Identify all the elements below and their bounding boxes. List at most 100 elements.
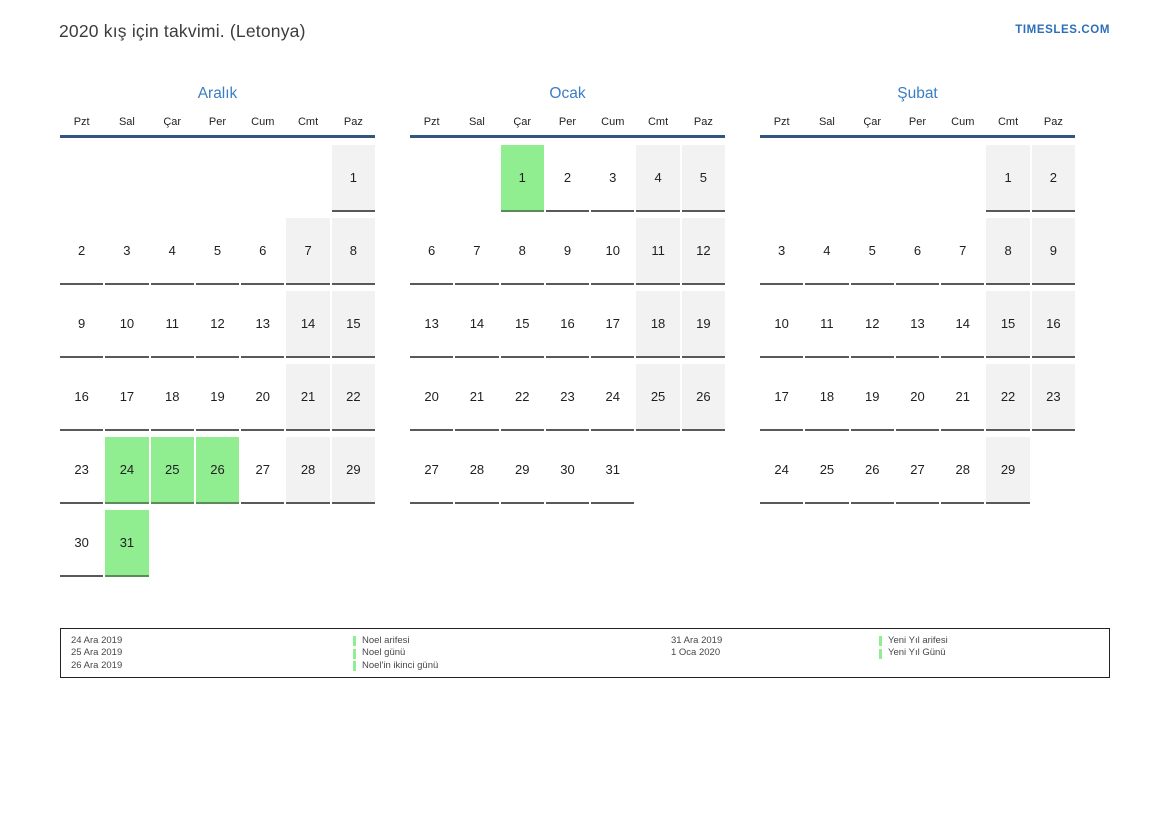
day-cell: 28 [286,437,330,504]
day-cell: 11 [636,218,680,285]
day-cell-empty [941,145,984,210]
day-cell: 24 [105,437,149,504]
day-cell-empty [896,145,939,210]
day-cell-empty [410,145,453,210]
day-cell: 9 [60,291,104,358]
day-cell: 20 [410,364,454,431]
day-cell: 16 [60,364,104,431]
legend-date: 26 Ara 2019 [71,659,123,671]
day-cell: 22 [986,364,1030,431]
day-cell-empty [241,145,284,210]
day-cell: 9 [1031,218,1075,285]
day-cell: 2 [545,145,590,212]
month-calendar-3: Şubat Pzt Sal Çar Per Cum Cmt Paz 1 2 3 4 5 6 7 8 9 10 11 1… [760,86,1075,577]
legend-box: 24 Ara 2019 25 Ara 2019 26 Ara 2019 Noel a… [60,628,1110,678]
legend-entries-group-2: Yeni Yıl arifesi Yeni Yıl Günü [879,635,948,660]
day-cell: 1 [986,145,1030,212]
day-cell: 19 [681,291,725,358]
day-cell: 16 [1031,291,1075,358]
day-cell-empty [760,145,803,210]
day-cell: 10 [760,291,804,358]
day-cell: 29 [331,437,375,504]
day-cell: 17 [105,364,149,431]
day-cell: 12 [850,291,894,358]
legend-date: 25 Ara 2019 [71,647,123,659]
day-cell: 18 [150,364,194,431]
day-cell: 12 [195,291,240,358]
weekday-label: Paz [693,116,713,128]
day-cell: 22 [331,364,375,431]
legend-entry-label: Noel günü [362,647,406,659]
day-cell-empty [151,145,194,210]
day-cell: 20 [895,364,940,431]
weekday-label: Paz [1043,116,1063,128]
legend-entry-label: Yeni Yıl arifesi [888,635,948,646]
day-cell: 23 [60,437,104,504]
day-cell: 5 [681,145,725,212]
day-cell: 17 [760,364,804,431]
day-cell: 22 [500,364,544,431]
day-cell-empty [1032,437,1075,502]
brand-link[interactable]: TIMESLES.COM [1015,24,1110,36]
holiday-marker-icon [353,648,356,659]
day-cell: 13 [410,291,454,358]
day-cell: 10 [591,218,635,285]
day-cell-empty [332,510,375,575]
day-cell: 7 [455,218,499,285]
calendar-grid: Aralık Pzt Sal Çar Per Cum Cmt Paz 1 2 3 4 5 6 7 8 9 10 11… [60,86,1075,577]
day-cell: 7 [286,218,330,285]
day-cell: 4 [150,218,194,285]
legend-date: 31 Ara 2019 [671,635,723,646]
page-title: 2020 kış için takvimi. (Letonya) [59,21,306,41]
day-cell: 1 [331,145,375,212]
weekday-label: Sal [818,116,835,128]
day-cell: 8 [986,218,1030,285]
day-cell: 27 [241,437,285,504]
month-title: Aralık [197,85,238,102]
weekday-label: Cum [251,116,275,128]
day-cell: 14 [941,291,985,358]
day-cell-empty [805,145,848,210]
month-calendar-2: Ocak Pzt Sal Çar Per Cum Cmt Paz 1 2 3 4 5 6 7 8 9 10 11 12… [410,86,725,577]
legend-date: 1 Oca 2020 [671,647,721,659]
weekday-header-row: Pzt Sal Çar Per Cum Cmt Paz [410,116,725,138]
weekday-label: Pzt [423,116,440,128]
legend-entries-group-1: Noel arifesi Noel günü Noel'in ikinci günü [353,635,438,672]
day-cell: 18 [805,364,849,431]
day-cell: 3 [105,218,149,285]
weekday-label: Çar [863,116,882,128]
day-cell: 24 [591,364,635,431]
day-cell: 26 [195,437,240,504]
legend-entry-label: Yeni Yıl Günü [888,647,946,659]
day-cell: 6 [410,218,454,285]
day-cell: 19 [850,364,894,431]
legend-date: 24 Ara 2019 [71,635,123,646]
day-cell: 27 [895,437,940,504]
weekday-header-row: Pzt Sal Çar Per Cum Cmt Paz [760,116,1075,138]
day-cell: 13 [895,291,940,358]
day-cell: 10 [105,291,149,358]
day-cell: 12 [681,218,725,285]
weekday-label: Paz [343,116,363,128]
day-cell: 7 [941,218,985,285]
day-cell: 28 [941,437,985,504]
weekday-label: Cmt [297,116,319,128]
day-cell: 31 [591,437,635,504]
holiday-marker-icon [879,648,882,659]
day-cell: 21 [286,364,330,431]
holiday-marker-icon [353,636,356,647]
legend-entry: Noel'in ikinci günü [353,660,438,672]
weekday-label: Sal [118,116,135,128]
weekday-header-row: Pzt Sal Çar Per Cum Cmt Paz [60,116,375,138]
day-cell: 27 [410,437,454,504]
weeks-grid: 1 2 3 4 5 6 7 8 9 10 11 12 13 14 15 16 17 18 19 20 21 22 23 24 2… [60,145,375,577]
day-cell: 30 [545,437,590,504]
day-cell: 17 [591,291,635,358]
holiday-marker-icon [353,660,356,671]
day-cell: 31 [105,510,149,577]
day-cell: 2 [60,218,104,285]
weekday-label: Cmt [997,116,1019,128]
day-cell: 24 [760,437,804,504]
legend-dates-group-2: 31 Ara 2019 1 Oca 2020 [671,635,722,660]
weekday-label: Per [208,116,227,128]
